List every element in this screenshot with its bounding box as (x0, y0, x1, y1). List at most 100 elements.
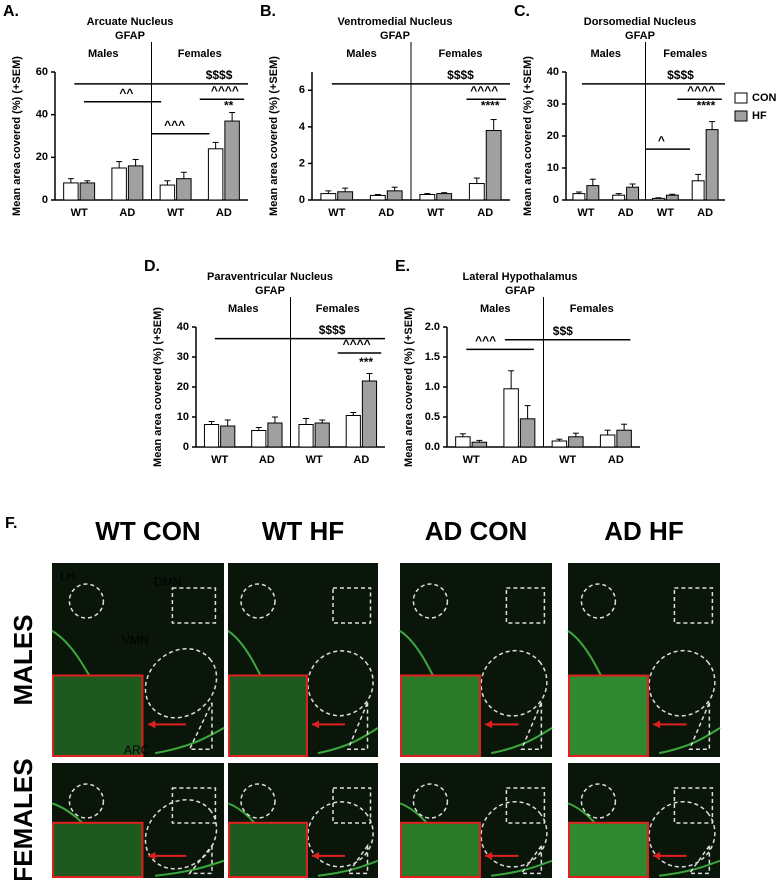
y-tick-label: 0.5 (425, 411, 440, 423)
chart-subtitle: GFAP (255, 285, 285, 297)
bar (568, 436, 584, 448)
chart-subtitle: GFAP (380, 30, 410, 42)
x-tick-label: AD (378, 207, 394, 219)
x-tick-label: WT (306, 454, 323, 466)
significance: ^^^ (164, 118, 185, 132)
bar (251, 430, 267, 448)
y-tick-label: 20 (547, 130, 559, 142)
vmn-outline (480, 800, 548, 868)
column-label: AD CON (425, 516, 528, 546)
arrow-head (312, 720, 319, 729)
y-tick-label: 60 (36, 66, 48, 78)
bar (471, 441, 488, 448)
fiber (317, 859, 379, 877)
y-tick-label: 30 (177, 351, 189, 363)
bar (551, 440, 568, 448)
bar (419, 194, 436, 201)
legend-swatch (734, 92, 748, 104)
group-label: Females (570, 303, 614, 315)
arc-outline (688, 843, 711, 875)
bar (220, 425, 236, 448)
inset (400, 674, 482, 758)
significance: ^^ (119, 86, 133, 100)
bar (626, 186, 640, 201)
group-label: Females (438, 48, 482, 60)
y-tick-label: 6 (299, 84, 305, 96)
bar (63, 182, 79, 201)
bar (369, 194, 386, 201)
arrow-head (485, 720, 493, 729)
y-tick-label: 0.0 (425, 441, 440, 453)
bar (320, 193, 337, 201)
bar (203, 424, 220, 448)
x-tick-label: WT (463, 454, 480, 466)
bar (665, 194, 679, 201)
arrow-head (312, 851, 319, 860)
y-tick-label: 1.5 (425, 351, 440, 363)
chart-title: Lateral Hypothalamus (463, 271, 578, 283)
vmn-outline (480, 649, 548, 717)
legend-swatch (734, 110, 748, 122)
lh-outline (412, 783, 449, 819)
bar (651, 197, 665, 201)
significance: **** (481, 99, 500, 113)
region-label: LH (60, 569, 75, 583)
y-tick-label: 40 (547, 66, 559, 78)
x-tick-label: WT (577, 207, 594, 219)
bar (612, 194, 626, 201)
panel-letter: B. (260, 3, 276, 20)
significance: $$$$ (447, 68, 474, 82)
fiber (659, 727, 721, 755)
x-tick-label: WT (71, 207, 88, 219)
lh-outline (68, 783, 105, 819)
arc-outline (346, 843, 369, 875)
vmn-outline (144, 647, 218, 719)
significance: ** (224, 99, 234, 113)
x-tick-label: AD (259, 454, 275, 466)
chart-subtitle: GFAP (505, 285, 535, 297)
bar (386, 190, 403, 201)
inset (400, 821, 482, 878)
vmn-outline (144, 799, 218, 870)
bar (586, 185, 600, 201)
legend-label: HF (752, 110, 767, 122)
significance: ^^^^ (343, 337, 371, 351)
significance: ^^^^ (687, 83, 715, 97)
x-tick-label: AD (697, 207, 713, 219)
chart-title: Arcuate Nucleus (87, 16, 174, 28)
bar (314, 422, 330, 448)
lh-outline (580, 783, 617, 819)
row-label: MALES (8, 615, 38, 706)
arc-outline (688, 702, 711, 750)
group-label: Males (346, 48, 377, 60)
panel-letter: A. (3, 3, 19, 20)
x-tick-label: WT (167, 207, 184, 219)
y-tick-label: 4 (299, 121, 306, 133)
bar (691, 180, 705, 201)
x-tick-label: WT (211, 454, 228, 466)
significance: **** (697, 99, 716, 113)
arc-outline (520, 702, 543, 750)
dmn-outline (505, 587, 546, 624)
inset (568, 674, 650, 758)
arc-outline (188, 702, 213, 750)
y-tick-label: 10 (547, 162, 559, 174)
lh-outline (580, 583, 617, 619)
vmn-outline (648, 800, 716, 868)
significance: $$$$ (667, 68, 694, 82)
lh-outline (240, 783, 276, 819)
inset (52, 821, 144, 878)
chart-title: Paraventricular Nucleus (207, 271, 333, 283)
vmn-outline (307, 650, 374, 717)
bar (705, 129, 719, 201)
dmn-outline (505, 787, 546, 824)
x-tick-label: AD (618, 207, 634, 219)
y-tick-label: 0 (42, 194, 48, 206)
arc-outline (346, 702, 369, 750)
chart-title: Dorsomedial Nucleus (584, 16, 696, 28)
x-tick-label: AD (477, 207, 493, 219)
y-tick-label: 20 (36, 151, 48, 163)
x-tick-label: WT (328, 207, 345, 219)
fiber (155, 727, 225, 755)
